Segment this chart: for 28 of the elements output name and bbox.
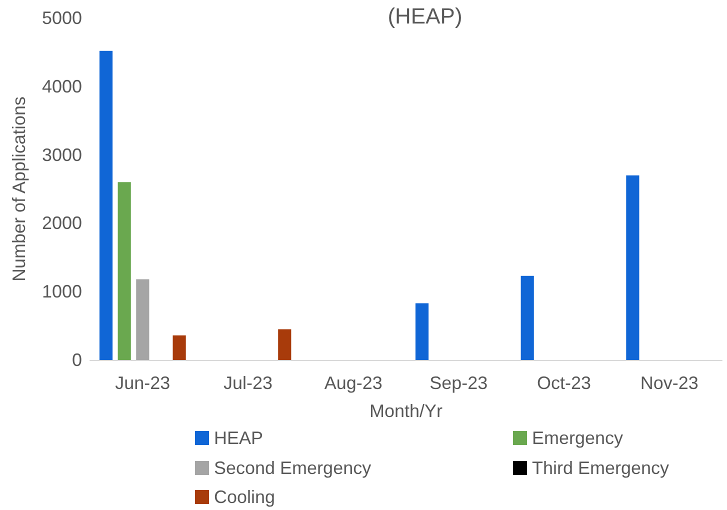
bar <box>278 329 292 360</box>
legend-label: Emergency <box>532 428 624 448</box>
y-tick-label: 0 <box>72 350 82 370</box>
bar <box>520 276 534 360</box>
chart-title: (HEAP) <box>388 4 462 28</box>
x-tick-label: Jul-23 <box>223 373 273 393</box>
bar <box>626 175 640 360</box>
legend-label: Cooling <box>214 487 276 507</box>
y-tick-label: 3000 <box>42 144 82 165</box>
bar <box>172 335 186 360</box>
x-axis-title: Month/Yr <box>369 401 443 421</box>
bar <box>99 50 113 360</box>
bar <box>136 279 150 360</box>
x-tick-label: Sep-23 <box>430 373 488 393</box>
x-tick-label: Oct-23 <box>536 373 592 393</box>
y-tick-label: 1000 <box>42 282 82 302</box>
legend-label: HEAP <box>214 428 264 448</box>
y-tick-label: 2000 <box>42 213 82 234</box>
legend-label: Second Emergency <box>214 458 372 478</box>
y-axis-title: Number of Applications <box>9 96 29 282</box>
bar <box>118 182 131 360</box>
y-tick-label: 5000 <box>42 8 82 28</box>
bar <box>415 303 429 360</box>
x-tick-label: Nov-23 <box>640 373 698 393</box>
x-tick-label: Aug-23 <box>324 373 382 393</box>
legend-label: Third Emergency <box>532 458 670 478</box>
y-tick-label: 4000 <box>42 76 82 96</box>
x-tick-label: Jun-23 <box>115 373 170 393</box>
